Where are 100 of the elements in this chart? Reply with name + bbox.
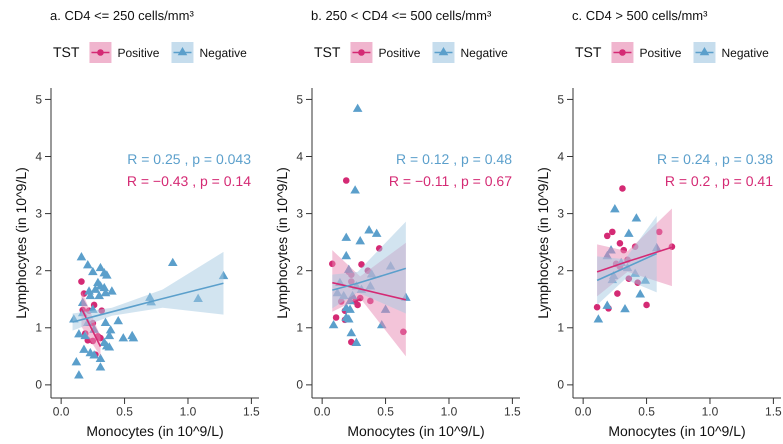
point xyxy=(606,245,616,254)
point xyxy=(656,228,663,236)
y-tick-label: 2 xyxy=(296,264,304,278)
point xyxy=(652,242,662,252)
point xyxy=(602,250,612,260)
legend-label: Positive xyxy=(639,46,682,60)
annotation: R = 0.24 , p = 0.38 xyxy=(657,151,774,167)
point xyxy=(168,258,178,266)
point xyxy=(88,266,98,276)
point xyxy=(364,225,374,234)
point xyxy=(364,267,372,274)
x-tick-label: 0.0 xyxy=(314,404,331,419)
point xyxy=(635,289,646,298)
legend-label: Negative xyxy=(721,46,770,60)
point xyxy=(352,338,362,346)
point xyxy=(614,290,621,297)
y-axis-title: Lymphocytes (in 10^9/L) xyxy=(13,167,29,319)
point xyxy=(345,304,355,313)
point xyxy=(640,275,650,284)
point xyxy=(386,261,396,270)
y-tick-label: 0 xyxy=(35,378,42,392)
point xyxy=(380,304,390,313)
point xyxy=(358,261,365,268)
annotation: R = 0.12 , p = 0.48 xyxy=(396,151,512,167)
point xyxy=(367,298,374,304)
y-tick-label: 0 xyxy=(557,378,564,392)
point xyxy=(372,228,382,237)
y-tick-label: 2 xyxy=(35,264,42,278)
point xyxy=(632,213,642,222)
annotation: R = −0.43 , p = 0.14 xyxy=(126,173,252,189)
point xyxy=(602,300,612,309)
y-tick-label: 2 xyxy=(557,264,564,278)
point xyxy=(332,314,340,321)
point xyxy=(354,302,361,308)
point xyxy=(620,304,630,312)
point xyxy=(616,240,624,247)
point xyxy=(376,245,383,252)
x-tick-label: 0.0 xyxy=(52,404,70,419)
point xyxy=(350,185,360,194)
point xyxy=(643,302,650,308)
x-tick-label: 0.5 xyxy=(116,404,134,419)
point xyxy=(76,252,86,260)
point xyxy=(128,333,138,342)
point xyxy=(100,318,110,326)
point xyxy=(72,357,82,366)
point xyxy=(366,269,376,278)
point xyxy=(348,278,355,285)
point xyxy=(98,307,106,314)
x-tick-label: 1.5 xyxy=(243,404,260,419)
x-tick-label: 0.0 xyxy=(574,404,592,419)
y-tick-label: 4 xyxy=(35,149,42,164)
point xyxy=(96,362,106,371)
point xyxy=(376,320,387,328)
legend-title: TST xyxy=(53,44,80,60)
point xyxy=(78,298,88,306)
point xyxy=(620,246,628,254)
chart-title: b. 250 < CD4 <= 500 cells/mm³ xyxy=(311,8,492,23)
y-tick-label: 1 xyxy=(35,320,42,335)
chart-title: c. CD4 > 500 cells/mm³ xyxy=(572,8,708,23)
point xyxy=(90,338,96,344)
x-tick-label: 1.5 xyxy=(765,404,782,419)
x-tick-label: 1.5 xyxy=(504,404,522,419)
legend-label: Negative xyxy=(199,46,248,60)
y-axis-title: Lymphocytes (in 10^9/L) xyxy=(535,167,551,319)
point xyxy=(352,104,362,112)
legend-title: TST xyxy=(575,44,602,60)
y-tick-label: 5 xyxy=(35,92,42,106)
point xyxy=(107,286,117,295)
point xyxy=(632,243,638,250)
y-tick-label: 5 xyxy=(296,92,304,106)
annotation: R = −0.11 , p = 0.67 xyxy=(388,173,512,189)
y-tick-label: 5 xyxy=(557,92,564,106)
annotation: R = 0.2 , p = 0.41 xyxy=(664,173,774,189)
y-tick-label: 3 xyxy=(557,206,564,220)
point xyxy=(74,370,84,379)
x-tick-label: 1.0 xyxy=(180,404,197,419)
point xyxy=(356,294,364,302)
point xyxy=(355,236,365,244)
y-tick-label: 4 xyxy=(296,149,304,164)
x-tick-label: 0.5 xyxy=(377,404,394,419)
point xyxy=(102,270,112,279)
point xyxy=(88,304,98,313)
annotation: R = 0.25 , p = 0.043 xyxy=(127,151,252,167)
point xyxy=(342,177,350,184)
point xyxy=(338,298,344,305)
point xyxy=(96,354,106,362)
point xyxy=(594,314,604,323)
point xyxy=(630,268,640,277)
point xyxy=(82,260,93,268)
x-axis-title: Monocytes (in 10^9/L) xyxy=(86,423,224,439)
point xyxy=(328,320,338,328)
point xyxy=(341,250,352,260)
point xyxy=(344,314,354,323)
point xyxy=(94,290,104,300)
point xyxy=(346,328,356,336)
y-tick-label: 3 xyxy=(35,206,42,220)
point xyxy=(118,333,128,342)
y-tick-label: 4 xyxy=(557,149,564,164)
point xyxy=(80,330,90,340)
point xyxy=(634,279,641,286)
